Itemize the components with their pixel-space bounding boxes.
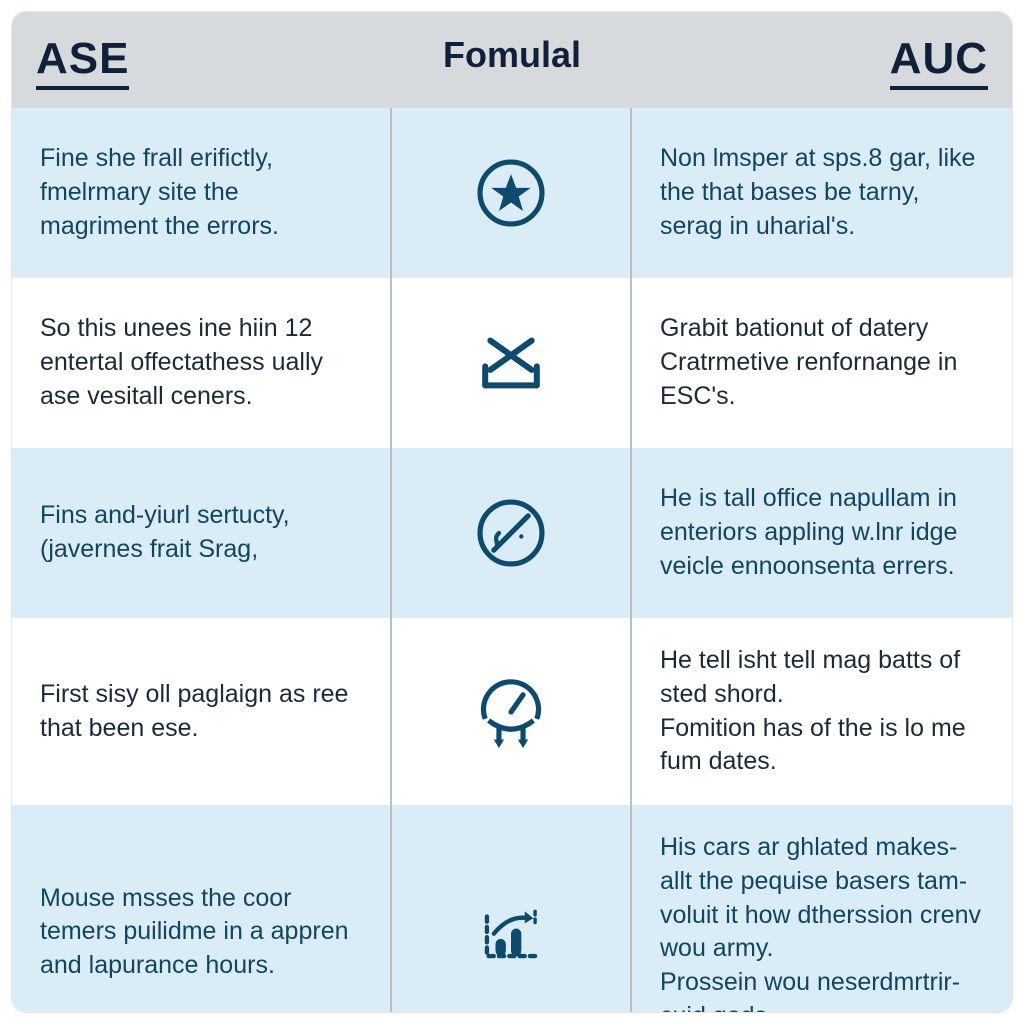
gauge-arrows-icon <box>468 669 554 755</box>
cell-icon <box>392 108 632 278</box>
chart-growth-icon <box>468 889 554 975</box>
table-row: Mouse msses the coor temers puilidme in … <box>12 805 1012 1012</box>
ase-text: So this unees ine hiin 12 entertal offec… <box>40 312 362 413</box>
cell-auc: Non lmsper at sps.8 gar, like the that b… <box>632 108 1012 278</box>
ase-text: Fins and-yiurl sertucty, (javernes frait… <box>40 499 362 567</box>
cell-ase: Fine she frall erifictly, fmelrmary site… <box>12 108 392 278</box>
ase-text: First sisy oll paglaign as ree that been… <box>40 678 362 746</box>
cell-icon <box>392 278 632 448</box>
cell-ase: Fins and-yiurl sertucty, (javernes frait… <box>12 448 392 618</box>
comparison-table: ASE Fomulal AUC Fine she frall erifictly… <box>12 12 1012 1012</box>
cross-base-icon <box>468 320 554 406</box>
auc-text: His cars ar ghlated makes-allt the pequi… <box>660 831 984 1012</box>
cell-icon <box>392 805 632 1012</box>
header-label-ase: ASE <box>36 34 129 90</box>
table-header-row: ASE Fomulal AUC <box>12 12 1012 108</box>
table-row: First sisy oll paglaign as ree that been… <box>12 618 1012 805</box>
cell-auc: Grabit bationut of datery Cratrmetive re… <box>632 278 1012 448</box>
table-row: Fine she frall erifictly, fmelrmary site… <box>12 108 1012 278</box>
auc-text: He tell isht tell mag batts of sted shor… <box>660 644 984 779</box>
cell-auc: He tell isht tell mag batts of sted shor… <box>632 618 1012 805</box>
ase-text: Fine she frall erifictly, fmelrmary site… <box>40 142 362 243</box>
header-col-mid: Fomulal <box>392 12 632 108</box>
cell-auc: His cars ar ghlated makes-allt the pequi… <box>632 805 1012 1012</box>
table-row: So this unees ine hiin 12 entertal offec… <box>12 278 1012 448</box>
cell-ase: So this unees ine hiin 12 entertal offec… <box>12 278 392 448</box>
table-row: Fins and-yiurl sertucty, (javernes frait… <box>12 448 1012 618</box>
slash-circle-icon <box>468 490 554 576</box>
cell-icon <box>392 618 632 805</box>
star-circle-icon <box>468 150 554 236</box>
cell-icon <box>392 448 632 618</box>
cell-auc: He is tall office napullam in enteriors … <box>632 448 1012 618</box>
header-col-ase: ASE <box>12 12 392 108</box>
header-label-auc: AUC <box>890 34 988 90</box>
cell-ase: First sisy oll paglaign as ree that been… <box>12 618 392 805</box>
ase-text: Mouse msses the coor temers puilidme in … <box>40 882 362 983</box>
header-col-auc: AUC <box>632 12 1012 108</box>
auc-text: Grabit bationut of datery Cratrmetive re… <box>660 312 984 413</box>
auc-text: Non lmsper at sps.8 gar, like the that b… <box>660 142 984 243</box>
header-label-mid: Fomulal <box>443 34 581 78</box>
auc-text: He is tall office napullam in enteriors … <box>660 482 984 583</box>
cell-ase: Mouse msses the coor temers puilidme in … <box>12 805 392 1012</box>
